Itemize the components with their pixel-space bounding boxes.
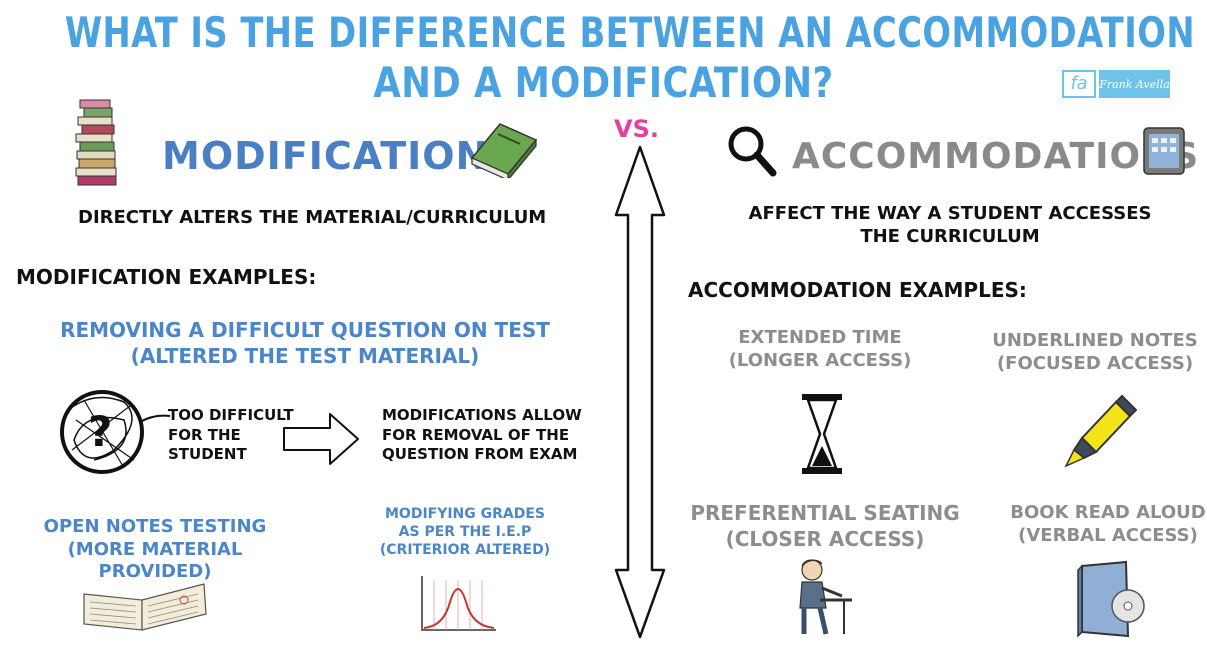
open-notebook-icon <box>83 583 207 631</box>
allow-line-2: FOR REMOVAL OF THE <box>382 425 570 444</box>
hourglass-icon <box>802 394 842 474</box>
right-arrow-icon <box>283 413 359 465</box>
title-line-1: WHAT IS THE DIFFERENCE BETWEEN AN ACCOMM… <box>64 8 1196 57</box>
accommodation-example-3-note: (CLOSER ACCESS) <box>725 527 925 551</box>
accommodation-example-2-title: UNDERLINED NOTES <box>992 330 1198 351</box>
modification-example-3: MODIFYING GRADES AS PER THE I.E.P (CRITE… <box>370 505 560 560</box>
modification-example-3-detail: AS PER THE I.E.P <box>398 524 532 541</box>
accommodations-heading: ACCOMMODATIONS <box>792 136 1200 177</box>
accommodation-example-1-note: (LONGER ACCESS) <box>728 349 912 371</box>
title-line-2: AND A MODIFICATION? <box>373 58 834 107</box>
modification-example-3-title: MODIFYING GRADES <box>384 506 546 522</box>
logo-mark: fa <box>1062 70 1096 98</box>
too-difficult-line-2: FOR THE <box>168 425 241 444</box>
magnifying-glass-icon <box>728 126 777 177</box>
modification-examples-heading: MODIFICATION EXAMPLES: <box>16 265 317 289</box>
accommodation-example-4-note: (VERBAL ACCESS) <box>1018 524 1198 546</box>
too-difficult-line-1: TOO DIFFICULT <box>168 406 294 424</box>
too-difficult-line-3: STUDENT <box>168 445 247 463</box>
green-book-icon <box>470 123 538 178</box>
accommodation-example-4-title: BOOK READ ALOUD <box>1010 502 1206 523</box>
modification-example-2-note: (MORE MATERIAL PROVIDED) <box>67 538 243 583</box>
allow-line-1: MODIFICATIONS ALLOW <box>382 406 582 424</box>
accommodation-definition-line-2: THE CURRICULUM <box>860 225 1040 247</box>
audiobook-cd-icon <box>1077 560 1145 638</box>
accommodation-example-4: BOOK READ ALOUD (VERBAL ACCESS) <box>1008 502 1207 547</box>
accommodation-definition-line-1: AFFECT THE WAY A STUDENT ACCESSES <box>748 203 1152 224</box>
modifications-allow-note: MODIFICATIONS ALLOW FOR REMOVAL OF THE Q… <box>382 406 582 465</box>
allow-line-3: QUESTION FROM EXAM <box>382 445 578 463</box>
accommodation-example-3-title: PREFERENTIAL SEATING <box>690 501 960 525</box>
modification-example-2: OPEN NOTES TESTING (MORE MATERIAL PROVID… <box>20 516 290 584</box>
modification-example-1: REMOVING A DIFFICULT QUESTION ON TEST (A… <box>40 317 570 369</box>
accommodation-example-2-note: (FOCUSED ACCESS) <box>996 352 1194 374</box>
modification-example-1-note: (ALTERED THE TEST MATERIAL) <box>130 344 480 368</box>
accommodation-example-2: UNDERLINED NOTES (FOCUSED ACCESS) <box>990 330 1200 375</box>
accommodation-example-1: EXTENDED TIME (LONGER ACCESS) <box>700 327 940 372</box>
accommodation-definition: AFFECT THE WAY A STUDENT ACCESSES THE CU… <box>700 203 1200 248</box>
logo-name: Frank Avella <box>1099 70 1170 98</box>
accommodation-example-3: PREFERENTIAL SEATING (CLOSER ACCESS) <box>690 500 960 552</box>
stack-of-books-icon <box>75 99 117 186</box>
double-arrow-icon <box>614 145 666 639</box>
student-at-desk-icon <box>799 559 852 635</box>
logo: fa Frank Avella <box>1062 70 1170 98</box>
too-difficult-note: TOO DIFFICULT FOR THE STUDENT <box>168 406 294 465</box>
vs-label: VS. <box>614 115 659 143</box>
modifications-heading: MODIFICATIONS <box>162 134 517 178</box>
modification-example-2-title: OPEN NOTES TESTING <box>43 516 267 537</box>
highlighter-icon <box>1064 394 1138 468</box>
modification-example-1-title: REMOVING A DIFFICULT QUESTION ON TEST <box>60 318 550 342</box>
svg-text:?: ? <box>88 407 112 456</box>
bell-curve-icon <box>421 576 496 631</box>
accommodation-example-1-title: EXTENDED TIME <box>738 327 902 348</box>
scribbled-question-icon: ? <box>60 390 171 474</box>
modification-definition: DIRECTLY ALTERS THE MATERIAL/CURRICULUM <box>78 207 547 228</box>
modification-example-3-note: (CRITERIOR ALTERED) <box>379 542 551 559</box>
accommodation-examples-heading: ACCOMMODATION EXAMPLES: <box>688 278 1027 302</box>
tablet-icon <box>1143 127 1185 175</box>
